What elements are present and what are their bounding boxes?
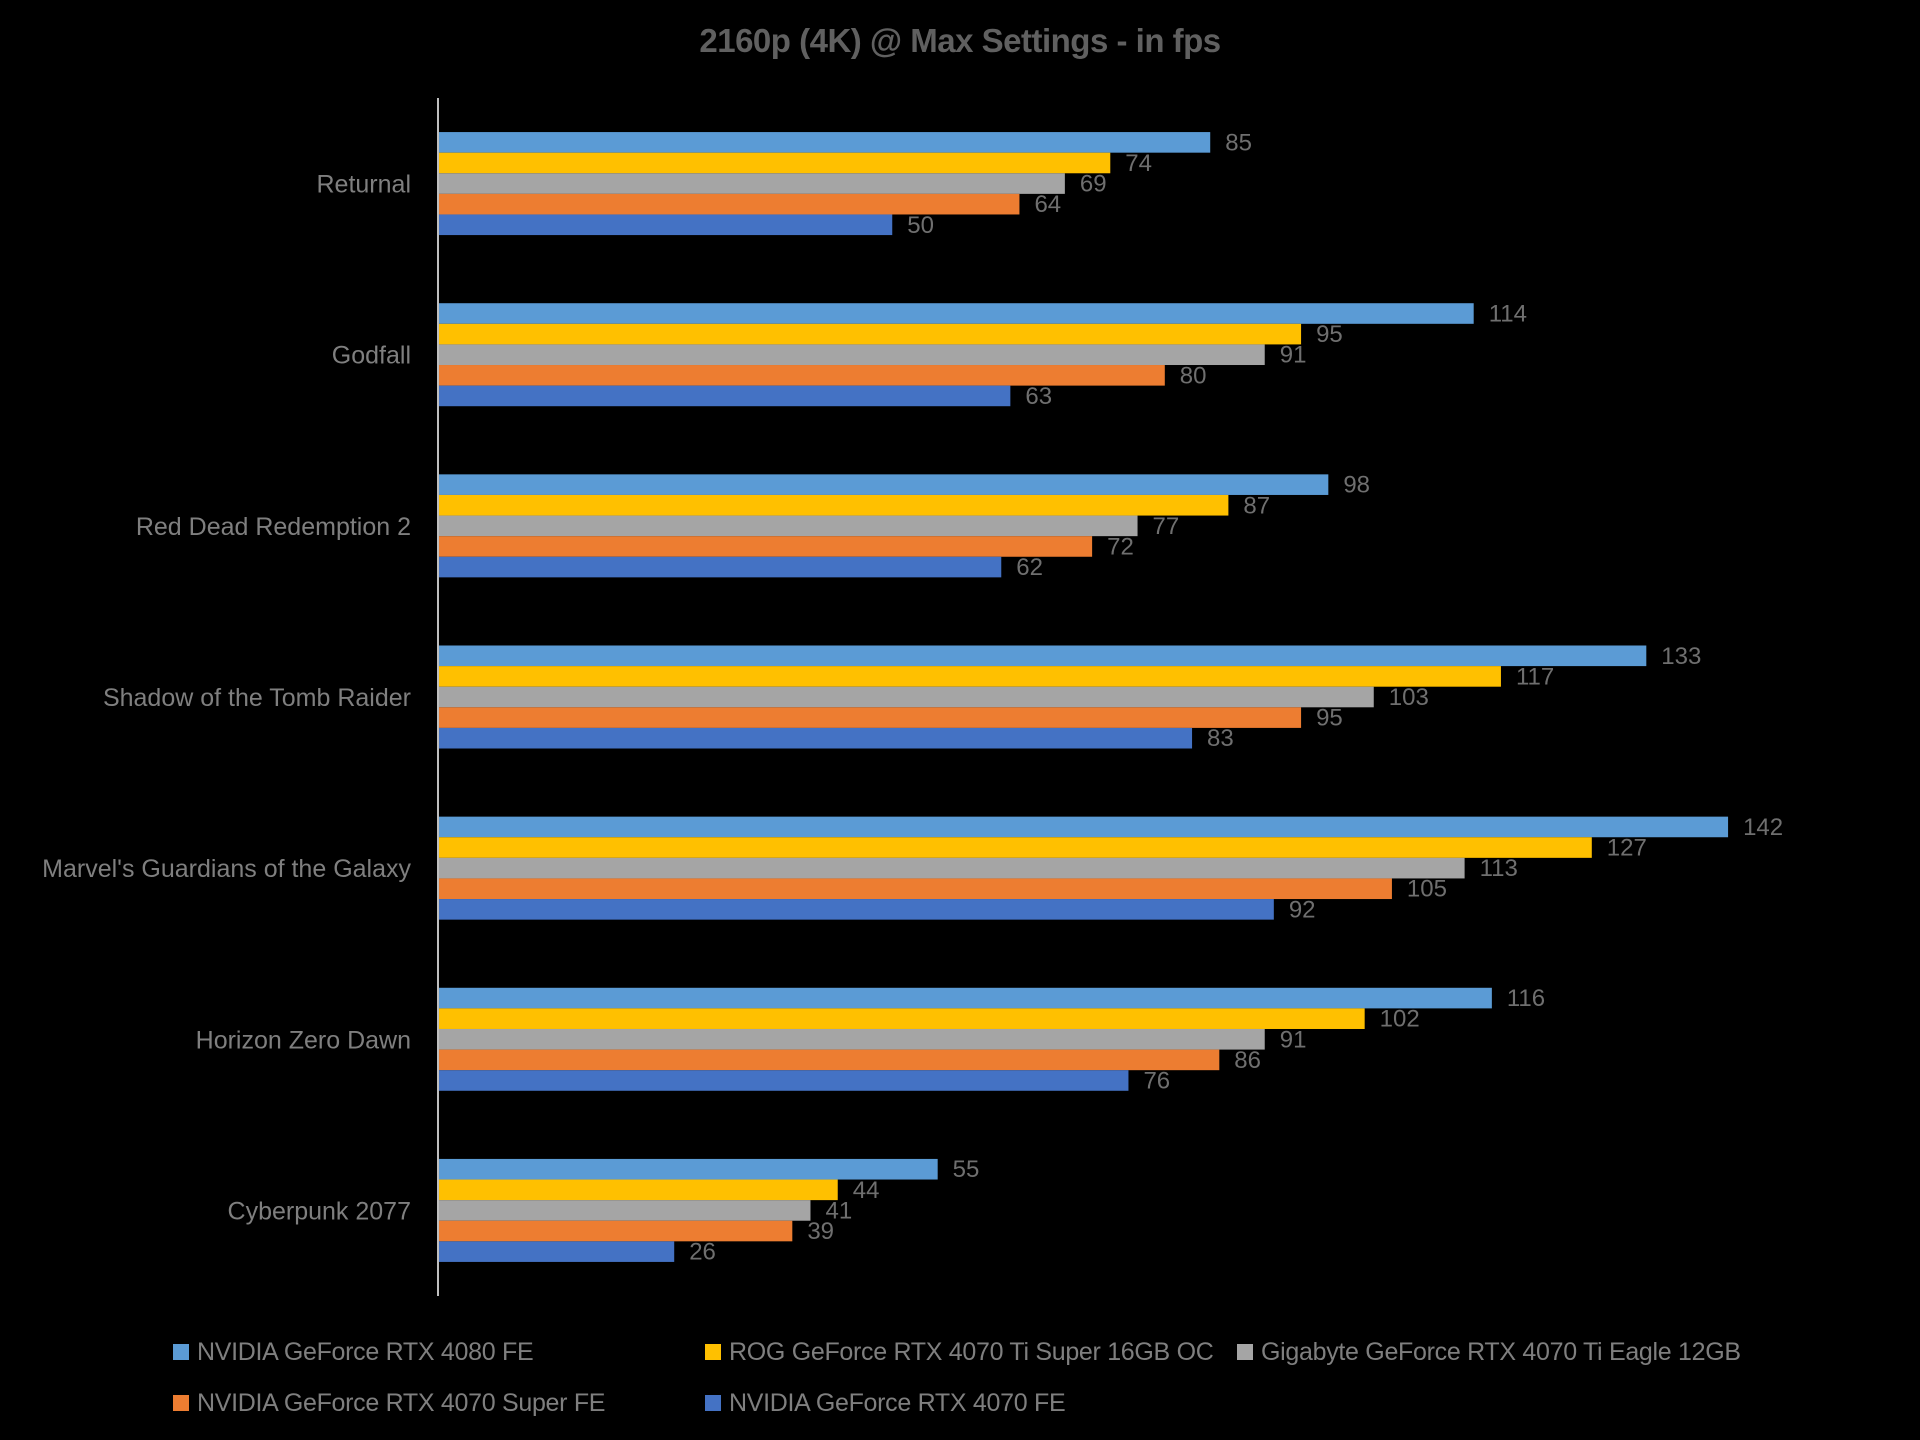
value-label: 76 — [1143, 1067, 1170, 1094]
bar — [439, 837, 1592, 858]
legend-swatch — [705, 1344, 721, 1360]
bar — [439, 303, 1474, 324]
bar — [439, 193, 1020, 215]
value-label: 44 — [853, 1177, 880, 1204]
bar — [439, 878, 1392, 900]
category-label: Marvel's Guardians of the Galaxy — [42, 855, 411, 883]
bar — [439, 344, 1265, 366]
bar — [439, 494, 1229, 516]
value-label: 80 — [1180, 362, 1207, 389]
value-label: 69 — [1080, 171, 1107, 198]
value-label: 74 — [1125, 150, 1152, 177]
legend-label: NVIDIA GeForce RTX 4070 Super FE — [197, 1388, 606, 1417]
category-label: Cyberpunk 2077 — [228, 1197, 411, 1225]
category-label: Red Dead Redemption 2 — [136, 513, 411, 541]
bar — [439, 536, 1093, 557]
bars-layer — [439, 132, 1729, 1262]
value-label: 50 — [907, 212, 934, 239]
bar — [439, 1220, 793, 1242]
legend-item: NVIDIA GeForce RTX 4070 Super FE — [173, 1388, 605, 1418]
legend-label: ROG GeForce RTX 4070 Ti Super 16GB OC — [729, 1337, 1214, 1366]
value-label: 86 — [1234, 1047, 1261, 1074]
bar — [439, 214, 893, 236]
value-label: 64 — [1034, 191, 1061, 218]
value-label: 41 — [825, 1197, 852, 1224]
value-label: 114 — [1489, 301, 1527, 328]
legend-label: NVIDIA GeForce RTX 4070 FE — [729, 1388, 1066, 1417]
value-labels-layer: 85 74 69 64 50 114 95 91 80 63 98 87 77 72 62 133 117 103… — [689, 129, 1783, 1265]
bar — [439, 857, 1465, 879]
category-labels-layer: Returnal Godfall Red Dead Redemption 2 Shad… — [42, 171, 411, 1226]
value-label: 26 — [689, 1239, 716, 1266]
bar — [439, 385, 1011, 407]
value-label: 63 — [1025, 383, 1052, 410]
legend-item: NVIDIA GeForce RTX 4080 FE — [173, 1337, 534, 1367]
value-label: 116 — [1507, 985, 1545, 1012]
bar — [439, 1200, 811, 1221]
bar — [439, 1070, 1129, 1091]
legend-swatch — [705, 1395, 721, 1411]
legend-swatch — [173, 1344, 189, 1360]
category-label: Shadow of the Tomb Raider — [103, 684, 411, 712]
value-label: 83 — [1207, 725, 1234, 752]
bar — [439, 1049, 1220, 1071]
value-label: 98 — [1343, 472, 1370, 499]
value-label: 85 — [1225, 129, 1252, 156]
bar — [439, 707, 1302, 728]
bar — [439, 1158, 938, 1180]
legend-item: ROG GeForce RTX 4070 Ti Super 16GB OC — [705, 1337, 1214, 1367]
value-label: 127 — [1607, 835, 1647, 862]
category-label: Godfall — [332, 342, 411, 370]
value-label: 95 — [1316, 321, 1343, 348]
bar — [439, 987, 1492, 1009]
bar — [439, 365, 1165, 386]
legend-label: NVIDIA GeForce RTX 4080 FE — [197, 1337, 534, 1366]
bar — [439, 686, 1374, 708]
value-label: 62 — [1016, 554, 1043, 581]
legend-item: NVIDIA GeForce RTX 4070 FE — [705, 1388, 1066, 1418]
bar — [439, 816, 1729, 838]
value-label: 72 — [1107, 533, 1134, 560]
category-label: Returnal — [317, 171, 412, 199]
bar — [439, 1028, 1265, 1050]
category-label: Horizon Zero Dawn — [196, 1026, 411, 1054]
bar — [439, 1179, 838, 1201]
value-label: 103 — [1389, 684, 1429, 711]
bar — [439, 173, 1065, 194]
bar — [439, 323, 1302, 345]
value-label: 92 — [1289, 896, 1316, 923]
bar — [439, 474, 1329, 495]
value-label: 105 — [1407, 876, 1447, 903]
legend-swatch — [173, 1395, 189, 1411]
value-label: 102 — [1380, 1006, 1420, 1033]
value-label: 113 — [1480, 855, 1518, 882]
value-label: 91 — [1280, 1026, 1307, 1053]
value-label: 95 — [1316, 705, 1343, 732]
value-label: 91 — [1280, 342, 1307, 369]
bar — [439, 132, 1211, 153]
value-label: 77 — [1153, 513, 1180, 540]
bar — [439, 515, 1138, 537]
bar — [439, 645, 1647, 667]
bar — [439, 666, 1501, 687]
bar — [439, 1008, 1365, 1029]
chart-title: 2160p (4K) @ Max Settings - in fps — [699, 22, 1221, 59]
value-label: 87 — [1243, 492, 1270, 519]
value-label: 117 — [1516, 663, 1554, 690]
legend-item: Gigabyte GeForce RTX 4070 Ti Eagle 12GB — [1237, 1337, 1741, 1367]
value-label: 142 — [1743, 814, 1783, 841]
bar — [439, 1241, 675, 1262]
value-label: 39 — [807, 1218, 834, 1245]
bar — [439, 556, 1002, 578]
value-label: 133 — [1661, 643, 1701, 670]
bar — [439, 727, 1193, 749]
value-label: 55 — [953, 1156, 980, 1183]
legend-swatch — [1237, 1344, 1253, 1360]
legend-label: Gigabyte GeForce RTX 4070 Ti Eagle 12GB — [1261, 1337, 1741, 1366]
bar — [439, 899, 1274, 920]
bar — [439, 152, 1111, 174]
